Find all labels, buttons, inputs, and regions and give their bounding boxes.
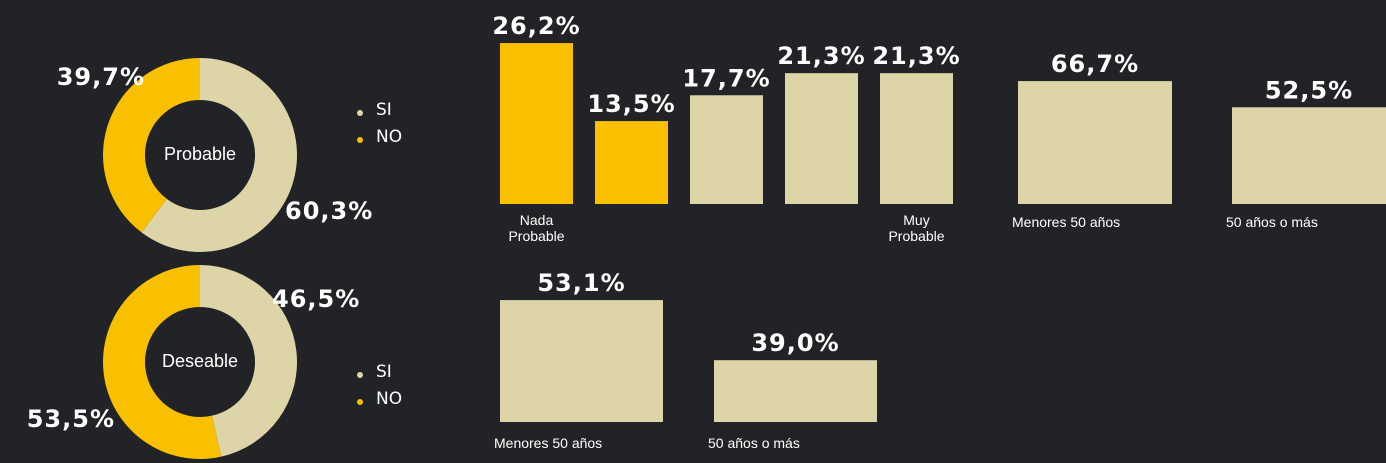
legend-label: SI	[376, 362, 392, 382]
category-label: 50 años o más	[708, 435, 800, 451]
value-label: 17,7%	[682, 64, 770, 92]
value-label: 52,5%	[1265, 76, 1353, 104]
legend-dot	[357, 372, 363, 378]
center-label: Deseable	[162, 351, 238, 371]
bar	[690, 95, 763, 204]
legend-label: NO	[376, 127, 402, 147]
legend-dot	[357, 110, 363, 116]
center-label: Probable	[164, 144, 236, 164]
bar	[714, 360, 877, 422]
bar	[500, 43, 573, 204]
legend-dot	[357, 137, 363, 143]
value-label: 66,7%	[1051, 50, 1139, 78]
value-label: 46,5%	[272, 285, 360, 313]
value-label: 39,0%	[751, 329, 839, 357]
value-label: 53,5%	[27, 405, 115, 433]
legend-label: SI	[376, 100, 392, 120]
bar	[1018, 81, 1172, 204]
value-label: 21,3%	[777, 42, 865, 70]
value-label: 60,3%	[285, 197, 373, 225]
legend-label: NO	[376, 389, 402, 409]
donut-segment	[200, 265, 298, 457]
bar	[1232, 107, 1386, 204]
value-label: 21,3%	[872, 42, 960, 70]
donut-segment	[102, 58, 200, 233]
value-label: 26,2%	[492, 12, 580, 40]
donut-segment	[141, 58, 297, 252]
donut-segment	[103, 265, 222, 459]
bar	[880, 73, 953, 205]
value-label: 13,5%	[587, 90, 675, 118]
value-label: 53,1%	[537, 269, 625, 297]
category-label: Menores 50 años	[494, 435, 603, 451]
bar	[500, 300, 663, 422]
category-label: Menores 50 años	[1012, 214, 1121, 230]
category-label: Nada Probable	[508, 212, 565, 244]
category-label: 50 años o más	[1226, 214, 1318, 230]
bar	[785, 73, 858, 205]
bar	[595, 121, 668, 204]
category-label: Muy Probable	[888, 212, 945, 244]
legend-dot	[357, 399, 363, 405]
value-label: 39,7%	[57, 63, 145, 91]
